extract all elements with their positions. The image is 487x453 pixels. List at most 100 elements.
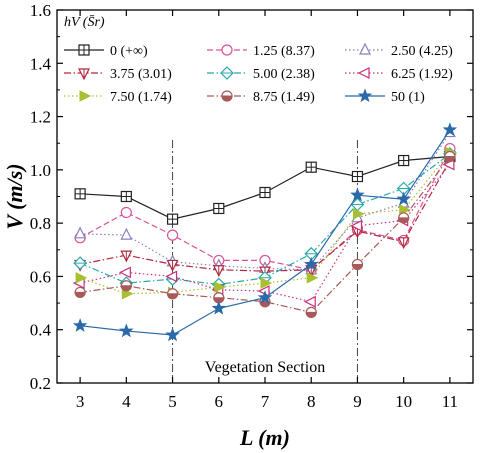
legend-entry: 1.25 (8.37) [207, 44, 315, 59]
data-point [350, 219, 363, 232]
y-tick-label: 0.8 [30, 214, 51, 233]
legend-entry: 3.75 (3.01) [64, 67, 172, 82]
data-point [166, 288, 179, 300]
y-tick-label: 0.4 [30, 321, 52, 340]
axes-layer: 3 4 5 6 7 8 9 10 11 0.2 0.4 0.6 0.8 1.0 1.2 1.4 1.6 [30, 1, 473, 411]
x-tick-label: 3 [76, 392, 85, 411]
data-point [350, 187, 365, 202]
legend-label: 3.75 (3.01) [110, 67, 172, 82]
y-axis-title: V (m/s) [2, 163, 27, 229]
data-point [214, 281, 226, 293]
data-point [398, 154, 410, 167]
series-8 [72, 122, 458, 342]
legend-entry: 50 (1) [345, 88, 425, 105]
x-tick-label: 11 [442, 392, 458, 411]
data-point [72, 318, 88, 332]
legend: hV (S̄r) 0 (+∞) 1.25 (8.37) 2.50 (4.25) 3.75… [64, 15, 453, 105]
series-line [79, 148, 451, 271]
x-tick-label: 7 [261, 392, 270, 411]
data-point [351, 258, 364, 271]
data-point [397, 237, 410, 250]
data-point [120, 190, 132, 203]
y-tick-label: 1.4 [30, 54, 52, 73]
legend-marker [357, 88, 373, 103]
data-point [120, 280, 132, 292]
legend-marker [359, 42, 371, 55]
data-point [165, 270, 178, 283]
data-point [305, 161, 317, 173]
data-point [257, 290, 273, 304]
legend-entry: 5.00 (2.38) [207, 66, 315, 82]
series-2 [74, 125, 456, 275]
y-tick-label: 0.6 [30, 267, 51, 286]
legend-label: 2.50 (4.25) [391, 44, 453, 59]
vegetation-section-annotation: Vegetation Section [205, 359, 325, 376]
y-tick-label: 1.6 [30, 1, 51, 20]
data-point [259, 186, 271, 199]
data-point [213, 202, 225, 215]
data-point [118, 266, 131, 279]
series-1 [74, 142, 456, 276]
series-0 [74, 150, 456, 225]
data-point [396, 181, 411, 196]
legend-marker [221, 90, 233, 102]
data-point [74, 286, 86, 299]
data-point [306, 271, 319, 284]
x-tick-label: 6 [215, 392, 224, 411]
data-point [165, 327, 180, 342]
data-point [120, 206, 132, 219]
y-tick-label: 1.0 [30, 161, 51, 180]
x-tick-label: 10 [395, 392, 412, 411]
y-tick-label: 1.2 [30, 108, 51, 127]
data-point [74, 188, 86, 200]
x-tick-label: 5 [168, 392, 177, 411]
data-point [166, 259, 179, 272]
series-7 [74, 150, 456, 318]
data-point [75, 271, 88, 284]
legend-entry: 8.75 (1.49) [207, 90, 315, 105]
legend-marker [221, 44, 233, 56]
data-point [444, 150, 456, 163]
legend-label: 8.75 (1.49) [253, 90, 315, 105]
legend-label: 7.50 (1.74) [110, 90, 172, 105]
legend-label: 50 (1) [391, 90, 425, 105]
legend-entry: 0 (+∞) [64, 44, 148, 59]
legend-entry: 6.25 (1.92) [345, 67, 453, 82]
data-point [303, 256, 319, 271]
legend-label: 6.25 (1.92) [391, 67, 453, 82]
data-point [73, 256, 87, 270]
data-point [119, 323, 134, 338]
legend-marker [78, 44, 90, 56]
series-layer [72, 122, 458, 342]
data-point [211, 300, 227, 315]
data-point [120, 227, 133, 240]
data-point [305, 306, 317, 318]
data-point [442, 122, 458, 137]
data-point [351, 170, 364, 183]
data-point [120, 250, 133, 263]
x-tick-label: 9 [353, 392, 362, 411]
series-line [79, 160, 451, 272]
legend-label: 5.00 (2.38) [253, 67, 315, 82]
legend-marker [220, 66, 234, 80]
x-tick-label: 8 [307, 392, 316, 411]
data-point [74, 226, 87, 239]
x-tick-label: 4 [122, 392, 131, 411]
legend-label: 1.25 (8.37) [253, 44, 315, 59]
legend-marker [78, 68, 90, 81]
legend-entry: 7.50 (1.74) [64, 90, 172, 105]
data-point [212, 265, 225, 278]
data-point [166, 213, 179, 225]
data-point [352, 208, 365, 220]
data-point [166, 229, 179, 241]
data-point [396, 191, 411, 206]
legend-title: hV (S̄r) [64, 15, 105, 30]
data-point [260, 277, 273, 289]
x-axis-title: L (m) [239, 425, 290, 450]
legend-marker [79, 90, 92, 102]
data-point [303, 295, 316, 308]
data-point [398, 212, 410, 224]
legend-entry: 2.50 (4.25) [345, 42, 453, 59]
y-tick-label: 0.2 [30, 374, 51, 393]
